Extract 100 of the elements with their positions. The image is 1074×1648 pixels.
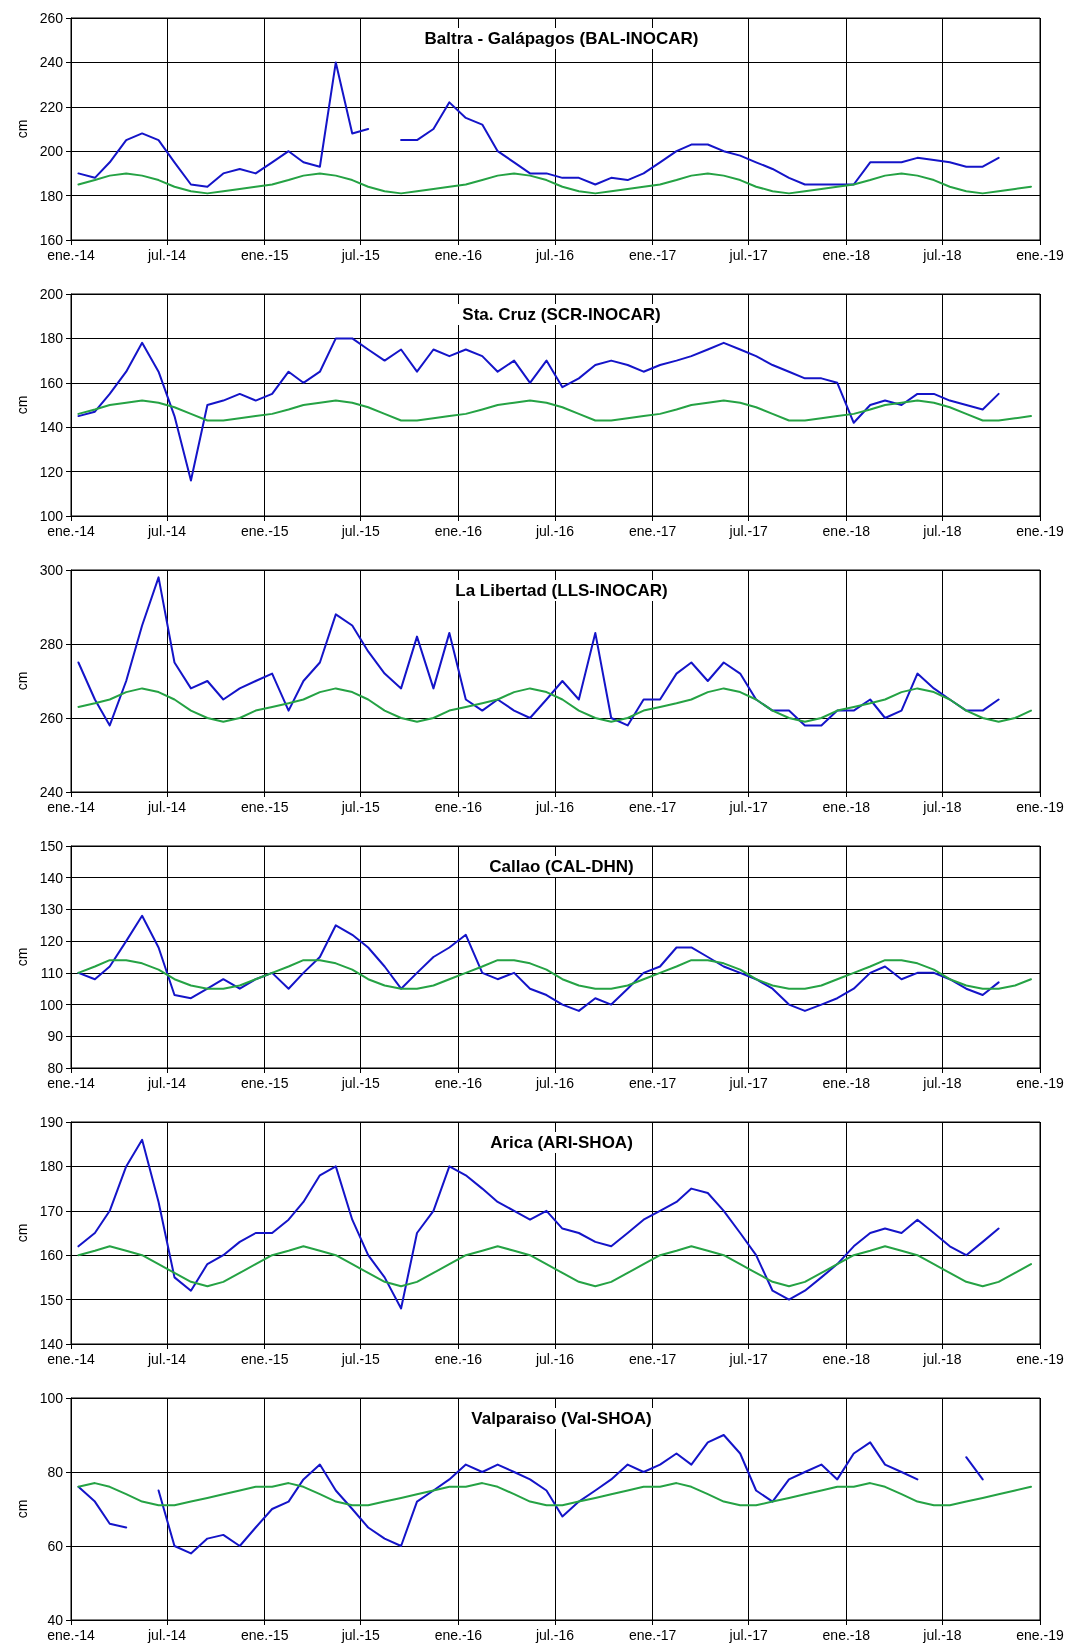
x-tick-label: ene.-19 — [1016, 1351, 1064, 1367]
x-tick-label: ene.-16 — [434, 799, 483, 815]
line-series — [77, 337, 1000, 482]
x-tick-label: ene.-14 — [47, 1351, 95, 1367]
x-tick-label: ene.-18 — [822, 523, 871, 539]
y-tick-label: 180 — [39, 187, 64, 204]
y-tick-label: 40 — [47, 1612, 64, 1628]
y-tick-label: 200 — [39, 143, 64, 160]
line-series — [77, 687, 1032, 723]
x-tick-label: jul.-15 — [340, 1351, 381, 1367]
x-tick-label: ene.-17 — [628, 523, 677, 539]
y-tick-label: 140 — [39, 419, 64, 436]
y-tick-label: 280 — [39, 636, 64, 652]
x-tick-label: ene.-16 — [434, 523, 483, 539]
x-tick-label: ene.-18 — [822, 247, 871, 263]
x-tick-label: jul.-14 — [146, 523, 187, 539]
x-tick-label: jul.-14 — [146, 1351, 187, 1367]
line-series — [77, 576, 1000, 727]
y-tick-label: 80 — [47, 1060, 64, 1076]
x-tick-label: ene.-17 — [628, 1627, 677, 1643]
x-tick-label: ene.-19 — [1016, 523, 1064, 539]
y-axis-title: cm — [13, 1499, 30, 1519]
y-tick-label: 150 — [39, 1291, 64, 1308]
x-tick-label: ene.-18 — [822, 799, 871, 815]
y-tick-label: 260 — [39, 710, 64, 726]
y-tick-label: 260 — [39, 10, 64, 26]
x-tick-label: ene.-16 — [434, 247, 483, 263]
x-tick-label: ene.-14 — [47, 799, 95, 815]
x-tick-label: jul.-14 — [146, 247, 187, 263]
x-tick-label: ene.-19 — [1016, 1075, 1064, 1091]
x-tick-label: jul.-16 — [534, 799, 575, 815]
x-tick-label: ene.-15 — [240, 1627, 289, 1643]
x-tick-label: jul.-18 — [922, 1351, 962, 1367]
x-tick-label: ene.-15 — [240, 1075, 289, 1091]
y-tick-label: 180 — [39, 1158, 64, 1175]
y-tick-label: 240 — [39, 784, 64, 800]
x-tick-label: jul.-18 — [922, 1627, 962, 1643]
text: Valparaiso (Val-SHOA) — [471, 1409, 652, 1428]
text: La Libertad (LLS-INOCAR) — [455, 581, 668, 600]
line-series — [77, 1482, 1032, 1507]
y-tick-label: 150 — [39, 838, 64, 854]
y-tick-label: 170 — [39, 1202, 64, 1219]
x-tick-label: ene.-14 — [47, 1075, 95, 1091]
x-tick-label: jul.-18 — [922, 1075, 962, 1091]
x-tick-label: ene.-15 — [240, 1351, 289, 1367]
x-tick-label: jul.-15 — [340, 799, 381, 815]
text: Callao (CAL-DHN) — [489, 857, 634, 876]
x-tick-label: ene.-15 — [240, 247, 289, 263]
x-tick-label: jul.-16 — [534, 523, 575, 539]
y-tick-label: 100 — [39, 996, 64, 1013]
x-tick-label: jul.-16 — [534, 1351, 575, 1367]
line-series — [77, 959, 1032, 990]
y-tick-label: 90 — [47, 1028, 64, 1045]
x-tick-label: jul.-15 — [340, 1627, 381, 1643]
x-tick-label: ene.-14 — [47, 523, 95, 539]
y-tick-label: 240 — [39, 54, 64, 71]
x-tick-label: jul.-14 — [146, 1075, 187, 1091]
y-tick-label: 160 — [39, 232, 64, 248]
x-tick-label: ene.-16 — [434, 1627, 483, 1643]
y-tick-label: 220 — [39, 98, 64, 115]
text: Sta. Cruz (SCR-INOCAR) — [462, 305, 661, 324]
line-series — [77, 1245, 1032, 1288]
y-tick-label: 100 — [39, 1390, 64, 1406]
x-tick-label: jul.-15 — [340, 1075, 381, 1091]
y-tick-label: 180 — [39, 330, 64, 347]
y-tick-label: 120 — [39, 463, 64, 480]
x-tick-label: jul.-15 — [340, 523, 381, 539]
x-tick-label: ene.-17 — [628, 1351, 677, 1367]
y-tick-label: 140 — [39, 869, 64, 886]
y-tick-label: 110 — [40, 964, 64, 981]
y-axis-title: cm — [13, 671, 30, 691]
x-tick-label: jul.-17 — [728, 1351, 768, 1367]
y-axis-title: cm — [13, 395, 30, 415]
text: Arica (ARI-SHOA) — [490, 1133, 633, 1152]
y-tick-label: 130 — [39, 901, 64, 918]
x-tick-label: ene.-19 — [1016, 799, 1064, 815]
x-tick-label: jul.-18 — [922, 247, 962, 263]
x-tick-label: jul.-16 — [534, 1627, 575, 1643]
line-series — [77, 399, 1032, 422]
y-tick-label: 140 — [39, 1336, 64, 1352]
x-tick-label: jul.-17 — [728, 799, 768, 815]
y-axis-title: cm — [13, 947, 30, 967]
x-tick-label: ene.-18 — [822, 1351, 871, 1367]
x-tick-label: ene.-17 — [628, 1075, 677, 1091]
x-tick-label: ene.-14 — [47, 247, 95, 263]
x-tick-label: jul.-14 — [146, 799, 187, 815]
x-tick-label: ene.-16 — [434, 1075, 483, 1091]
x-tick-label: ene.-14 — [47, 1627, 95, 1643]
x-tick-label: jul.-14 — [146, 1627, 187, 1643]
x-tick-label: jul.-15 — [340, 247, 381, 263]
x-tick-label: jul.-16 — [534, 1075, 575, 1091]
y-tick-label: 60 — [47, 1538, 64, 1554]
x-tick-label: ene.-18 — [822, 1627, 871, 1643]
x-tick-label: ene.-17 — [628, 799, 677, 815]
x-tick-label: jul.-18 — [922, 799, 962, 815]
x-tick-label: ene.-16 — [434, 1351, 483, 1367]
x-tick-label: jul.-17 — [728, 523, 768, 539]
y-axis-title: cm — [13, 1223, 30, 1243]
x-tick-label: ene.-15 — [240, 523, 289, 539]
text: Baltra - Galápagos (BAL-INOCAR) — [424, 29, 699, 48]
